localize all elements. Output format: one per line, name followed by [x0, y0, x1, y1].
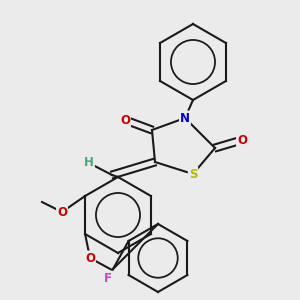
Text: O: O — [85, 251, 95, 265]
Text: N: N — [180, 112, 190, 124]
Text: F: F — [104, 272, 112, 284]
Text: H: H — [84, 157, 94, 169]
Text: O: O — [120, 113, 130, 127]
Text: O: O — [57, 206, 67, 218]
Text: S: S — [189, 167, 197, 181]
Text: O: O — [237, 134, 247, 146]
